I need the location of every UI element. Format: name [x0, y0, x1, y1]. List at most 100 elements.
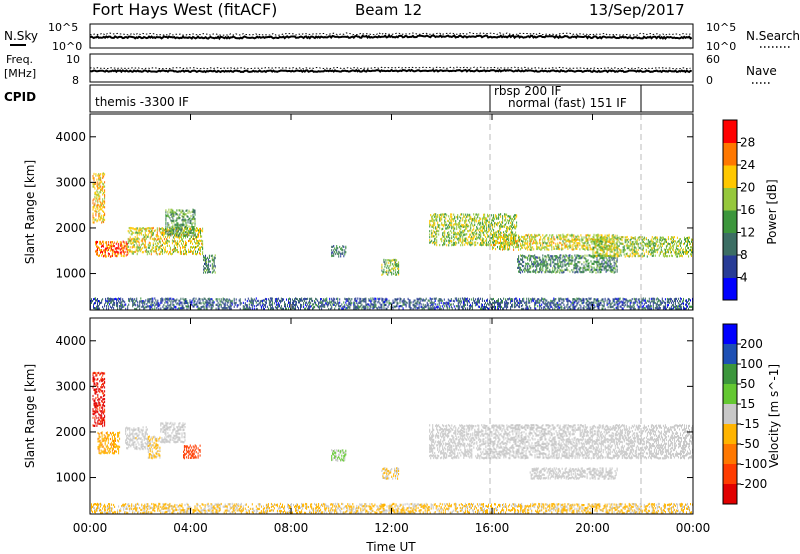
data-cell [182, 232, 184, 235]
data-cell [661, 250, 663, 253]
data-cell [434, 297, 436, 300]
data-cell [132, 241, 134, 245]
data-cell [343, 255, 345, 258]
data-cell [97, 245, 99, 248]
data-cell [479, 297, 481, 300]
data-cell [251, 300, 253, 303]
data-cell [593, 269, 595, 272]
data-cell [145, 227, 147, 230]
data-cell [559, 265, 561, 268]
data-cell [486, 224, 488, 227]
data-cell [476, 213, 478, 216]
data-cell [593, 254, 595, 257]
data-cell [176, 249, 178, 252]
data-cell [169, 304, 171, 307]
data-cell [105, 241, 107, 244]
data-cell [521, 246, 523, 249]
data-cell [529, 267, 531, 270]
data-cell [433, 230, 435, 233]
data-cell [276, 306, 278, 309]
data-cell [452, 299, 454, 302]
data-cell [511, 231, 513, 234]
data-cell [183, 215, 185, 219]
data-cell [691, 240, 693, 243]
data-cell [206, 256, 208, 259]
data-cell [395, 271, 397, 274]
data-cell [182, 224, 184, 227]
data-cell [243, 305, 245, 308]
data-cell [140, 228, 142, 231]
data-cell [462, 225, 464, 228]
data-cell [194, 228, 196, 231]
data-cell [554, 265, 556, 268]
data-cell [558, 234, 560, 237]
data-cell [548, 238, 550, 241]
data-cell [365, 299, 367, 302]
data-cell [631, 241, 633, 244]
data-cell [540, 263, 542, 266]
data-cell [459, 237, 461, 240]
data-cell [498, 217, 500, 220]
data-cell [555, 242, 557, 245]
data-cell [176, 298, 178, 301]
data-cell [663, 252, 665, 255]
data-cell [395, 261, 397, 264]
data-cell [596, 250, 598, 254]
data-cell [683, 252, 685, 255]
data-cell [535, 265, 537, 268]
data-cell [628, 245, 630, 248]
data-cell [95, 197, 97, 200]
data-cell [211, 265, 213, 268]
data-cell [166, 250, 168, 253]
data-cell [687, 252, 689, 255]
data-cell [482, 237, 484, 240]
data-cell [197, 252, 199, 255]
data-cell [651, 248, 653, 251]
data-cell [473, 217, 475, 220]
data-cell [230, 307, 232, 310]
data-cell [431, 235, 433, 238]
data-cell [551, 234, 553, 237]
data-cell [616, 249, 618, 252]
data-cell [95, 182, 97, 185]
data-cell [653, 248, 655, 251]
data-cell [549, 244, 551, 247]
data-cell [531, 239, 533, 243]
data-cell [188, 230, 190, 233]
data-cell [590, 237, 592, 240]
data-cell [431, 307, 433, 311]
data-cell [92, 175, 94, 178]
data-cell [647, 244, 649, 248]
data-cell [145, 246, 147, 249]
data-cell [496, 301, 498, 304]
data-cell [107, 302, 109, 305]
data-cell [135, 246, 137, 249]
data-cell [433, 301, 435, 304]
data-cell [149, 300, 151, 303]
data-cell [591, 255, 593, 258]
data-cell [152, 226, 154, 230]
data-cell [172, 211, 174, 215]
data-cell [515, 234, 517, 237]
data-cell [505, 233, 507, 236]
data-cell [439, 298, 441, 301]
data-cell [99, 212, 101, 215]
data-cell [373, 298, 375, 301]
data-cell [524, 243, 526, 246]
data-cell [611, 255, 613, 258]
data-cell [149, 249, 151, 253]
data-cell [221, 301, 223, 304]
data-cell [127, 307, 129, 310]
data-cell [106, 249, 108, 252]
data-cell [565, 268, 567, 271]
data-cell [488, 241, 490, 244]
data-cell [527, 262, 529, 265]
data-cell [190, 250, 192, 253]
data-cell [185, 300, 187, 303]
data-cell [102, 249, 104, 252]
data-cell [495, 235, 497, 238]
data-cell [517, 299, 519, 302]
data-cell [169, 248, 171, 251]
data-cell [154, 250, 156, 253]
data-cell [486, 219, 488, 222]
